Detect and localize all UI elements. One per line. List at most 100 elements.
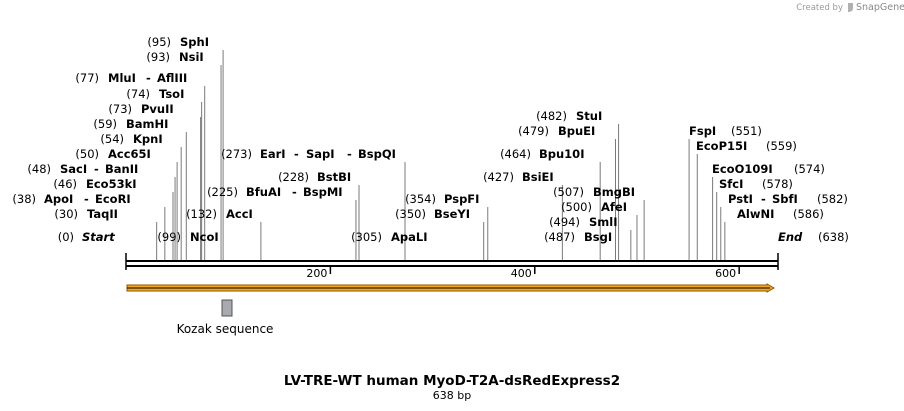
site-position: (46) — [53, 177, 77, 191]
site-position: (59) — [93, 117, 117, 131]
snapgene-logo-icon — [848, 3, 853, 12]
site-name: EarI — [260, 147, 286, 161]
site-pvuii[interactable]: (73) PvuII — [108, 102, 173, 116]
site-pspfi[interactable]: (354) PspFI — [405, 192, 479, 206]
site-position: (273) — [221, 147, 252, 161]
sequence-title: LV-TRE-WT human MyoD-T2A-dsRedExpress2 — [284, 373, 620, 389]
site-name: PspFI — [444, 192, 479, 206]
site-apali[interactable]: (305) ApaLI — [351, 230, 427, 244]
site-sphi[interactable]: (95) SphI — [147, 35, 209, 49]
site-position: (479) — [518, 124, 549, 138]
site-name: BfuAI — [246, 185, 281, 199]
kozak-feature[interactable]: Kozak sequence — [177, 299, 274, 336]
snapgene-credit: Created by SnapGene — [796, 2, 904, 13]
site-position: (38) — [12, 192, 36, 206]
site-psti-sbfi[interactable]: PstI - SbfI (582) — [728, 192, 848, 206]
site-stui[interactable]: (482) StuI — [536, 109, 602, 123]
site-name: PstI — [728, 192, 753, 206]
site-bsgi[interactable]: (487) BsgI — [544, 230, 612, 244]
site-position: (487) — [544, 230, 575, 244]
site-name-isoschizomer: BspMI — [303, 185, 343, 199]
site-name: EcoO109I — [712, 162, 773, 176]
site-position: (482) — [536, 109, 567, 123]
site-kpni[interactable]: (54) KpnI — [100, 132, 162, 146]
site-name: KpnI — [133, 132, 163, 146]
site-name: PvuII — [141, 102, 174, 116]
site-sfci[interactable]: SfcI (578) — [719, 177, 793, 191]
site-name-isoschizomer: BspQI — [358, 147, 396, 161]
site-apoi-ecori[interactable]: (38) ApoI - EcoRI — [12, 192, 130, 206]
site-position: (586) — [793, 207, 824, 221]
site-bstbi[interactable]: (228) BstBI — [278, 170, 351, 184]
site-position: (350) — [395, 207, 426, 221]
site-name-isoschizomer: BanII — [105, 162, 138, 176]
site-name: StuI — [576, 109, 602, 123]
site-position: (74) — [126, 87, 150, 101]
site-saci-banii[interactable]: (48) SacI - BanII — [27, 162, 138, 176]
site-position: (427) — [483, 170, 514, 184]
site-name: AccI — [226, 207, 253, 221]
site-name: TsoI — [159, 87, 184, 101]
site-position: (30) — [54, 207, 78, 221]
site-separator: - — [292, 185, 297, 199]
site-ncoi[interactable]: (99) NcoI — [157, 230, 218, 244]
site-ecop15i[interactable]: EcoP15I (559) — [696, 139, 797, 153]
site-bsiei[interactable]: (427) BsiEI — [483, 170, 554, 184]
site-nsii[interactable]: (93) NsiI — [146, 50, 203, 64]
ruler-tick-label: 200 — [306, 267, 327, 280]
site-name: SmlI — [589, 215, 618, 229]
site-separator: - — [761, 192, 766, 206]
start-position: (0) — [58, 230, 74, 244]
site-acc65i[interactable]: (50) Acc65I — [75, 147, 150, 161]
site-name: AlwNI — [737, 207, 774, 221]
site-position: (54) — [100, 132, 124, 146]
site-bpu10i[interactable]: (464) Bpu10I — [500, 147, 584, 161]
site-name: BstBI — [317, 170, 351, 184]
site-name: SphI — [180, 35, 209, 49]
site-bamhi[interactable]: (59) BamHI — [93, 117, 168, 131]
left-site-stack: (30) TaqII (38) ApoI - EcoRI (46) Eco53k… — [12, 35, 209, 221]
credit-brand: SnapGene — [856, 2, 904, 13]
end-position: (638) — [818, 230, 849, 244]
site-fspi[interactable]: FspI (551) — [689, 124, 762, 138]
site-afei[interactable]: (500) AfeI — [561, 200, 627, 214]
site-acci[interactable]: (132) AccI — [186, 207, 253, 221]
site-position: (574) — [794, 162, 825, 176]
site-name: BsiEI — [522, 170, 554, 184]
credit-prefix: Created by — [796, 3, 843, 13]
site-bpuei[interactable]: (479) BpuEI — [518, 124, 595, 138]
site-eari-sapi-bspqi[interactable]: (273) EarI - SapI - BspQI — [221, 147, 396, 161]
site-name: NcoI — [190, 230, 219, 244]
site-position: (578) — [762, 177, 793, 191]
site-position: (582) — [817, 192, 848, 206]
site-name: EcoP15I — [696, 139, 747, 153]
site-separator: - — [94, 162, 99, 176]
ruler-tick-200: 200 — [306, 266, 332, 280]
site-bseyi[interactable]: (350) BseYI — [395, 207, 470, 221]
ruler-tick-600: 600 — [715, 266, 740, 280]
site-bmgbi[interactable]: (507) BmgBI — [553, 185, 635, 199]
site-alwni[interactable]: AlwNI (586) — [737, 207, 824, 221]
site-bfuai-bspmi[interactable]: (225) BfuAI - BspMI — [207, 185, 343, 199]
site-position: (77) — [75, 71, 99, 85]
site-mlui-afliii[interactable]: (77) MluI - AflIII — [75, 71, 187, 85]
site-name: FspI — [689, 124, 716, 138]
site-position: (464) — [500, 147, 531, 161]
site-eco53ki[interactable]: (46) Eco53kI — [53, 177, 136, 191]
site-position: (93) — [146, 50, 170, 64]
site-ecoo109i[interactable]: EcoO109I (574) — [712, 162, 825, 176]
site-position: (225) — [207, 185, 238, 199]
right-site-stack: FspI (551) EcoP15I (559) EcoO109I (574) … — [689, 124, 848, 221]
ruler-tick-400: 400 — [511, 266, 536, 280]
site-name: MluI — [108, 71, 136, 85]
site-name: SacI — [60, 162, 87, 176]
site-smli[interactable]: (494) SmlI — [549, 215, 617, 229]
site-position: (494) — [549, 215, 580, 229]
ruler: 200 400 600 — [306, 266, 740, 280]
site-position: (48) — [27, 162, 51, 176]
site-tsoi[interactable]: (74) TsoI — [126, 87, 184, 101]
site-position: (305) — [351, 230, 382, 244]
site-name: SfcI — [719, 177, 743, 191]
orf-arrow[interactable] — [126, 283, 776, 293]
site-taqii[interactable]: (30) TaqII — [54, 207, 118, 221]
